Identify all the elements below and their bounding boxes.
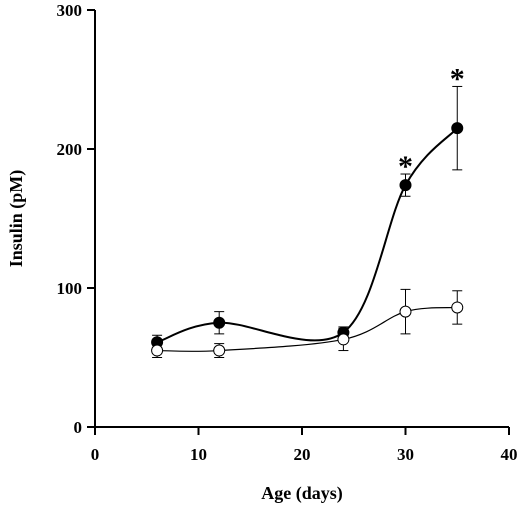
annotations: ** <box>398 62 465 183</box>
data-points <box>151 122 464 357</box>
error-bars <box>152 85 463 358</box>
open-data-point <box>337 333 350 346</box>
ticks: 0 10 20 30 40 0 100 200 300 <box>57 1 518 464</box>
x-axis-title: Age (days) <box>261 483 343 504</box>
x-tick-label: 10 <box>190 445 207 464</box>
filled-data-point <box>451 122 464 135</box>
y-tick-label: 200 <box>57 140 83 159</box>
y-tick-label: 300 <box>57 1 83 20</box>
open-data-point <box>399 305 412 318</box>
x-tick-label: 40 <box>501 445 518 464</box>
x-tick-label: 30 <box>397 445 414 464</box>
significance-marker: * <box>398 150 413 183</box>
filled-data-point <box>399 179 412 192</box>
x-tick-label: 20 <box>294 445 311 464</box>
axes <box>94 10 509 428</box>
y-axis-title: Insulin (pM) <box>6 170 27 268</box>
open-data-point <box>451 301 464 314</box>
open-series-line <box>157 306 458 352</box>
y-tick-label: 0 <box>74 418 83 437</box>
y-tick-label: 100 <box>57 279 83 298</box>
x-tick-label: 0 <box>91 445 100 464</box>
filled-data-point <box>213 316 226 329</box>
open-data-point <box>151 344 164 357</box>
significance-marker: * <box>450 62 465 95</box>
open-data-point <box>213 344 226 357</box>
